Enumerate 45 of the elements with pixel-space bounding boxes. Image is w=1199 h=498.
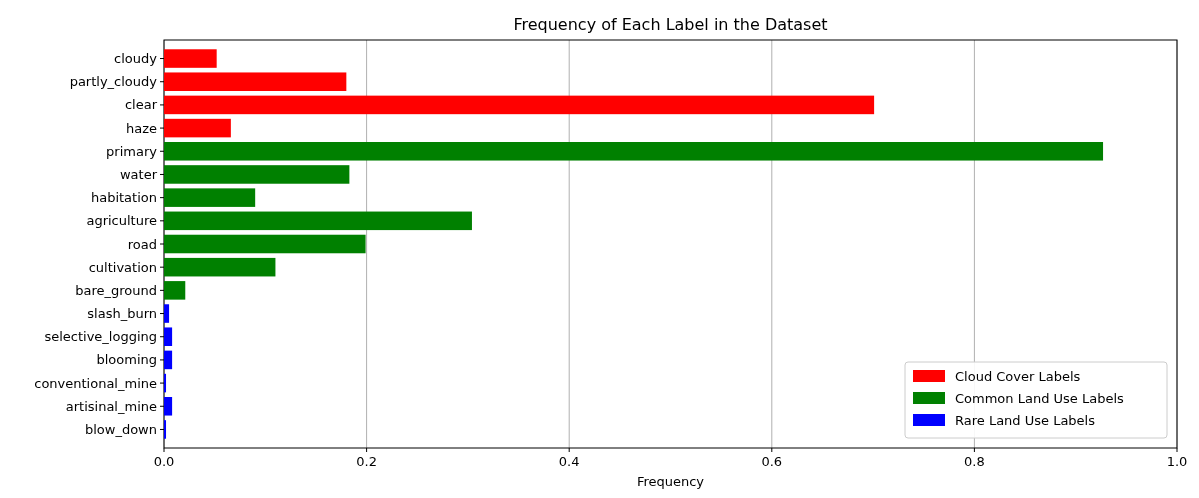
bar <box>164 118 231 138</box>
bar <box>164 234 366 254</box>
bar <box>164 188 256 207</box>
y-tick-label: blooming <box>96 352 157 368</box>
legend-label: Rare Land Use Labels <box>955 412 1096 428</box>
x-tick-label: 0.2 <box>356 454 377 469</box>
y-tick-label: bare_ground <box>75 282 157 298</box>
y-tick-label: selective_logging <box>44 329 157 345</box>
y-tick-label: artisinal_mine <box>65 398 157 414</box>
x-axis-title: Frequency <box>636 474 705 489</box>
y-tick-label: agriculture <box>86 213 157 229</box>
y-tick-label: haze <box>125 120 157 136</box>
y-tick-label: slash_burn <box>87 306 157 322</box>
bar <box>164 281 186 300</box>
y-tick-label: conventional_mine <box>34 375 157 391</box>
x-tick-label: 1.0 <box>1166 454 1188 469</box>
bar <box>164 72 347 91</box>
x-tick-label: 0.8 <box>964 454 985 469</box>
bar <box>164 304 170 323</box>
bar <box>164 211 472 231</box>
x-tick-label: 0.6 <box>761 454 783 469</box>
x-tick-label: 0.0 <box>153 454 175 469</box>
bar <box>164 420 167 439</box>
bar <box>164 49 217 68</box>
y-tick-label: cultivation <box>88 259 157 275</box>
y-tick-label: partly_cloudy <box>69 74 158 90</box>
y-tick-label: habitation <box>90 190 157 206</box>
legend-label: Cloud Cover Labels <box>955 368 1081 384</box>
bar <box>164 95 875 115</box>
chart-title: Frequency of Each Label in the Dataset <box>513 15 828 34</box>
x-tick-label: 0.4 <box>558 454 580 469</box>
bar <box>164 373 167 393</box>
y-tick-label: primary <box>106 143 158 159</box>
y-tick-label: water <box>119 167 158 182</box>
bar <box>164 350 173 370</box>
y-tick-label: clear <box>124 97 158 113</box>
bar <box>164 165 350 184</box>
legend-label: Common Land Use Labels <box>955 390 1124 406</box>
bar <box>164 142 1104 161</box>
y-tick-label: blow_down <box>84 422 157 437</box>
y-tick-label: road <box>127 236 157 252</box>
y-tick-label: cloudy <box>114 51 158 67</box>
bar <box>164 327 173 346</box>
bar <box>164 397 173 416</box>
bar <box>164 257 276 277</box>
